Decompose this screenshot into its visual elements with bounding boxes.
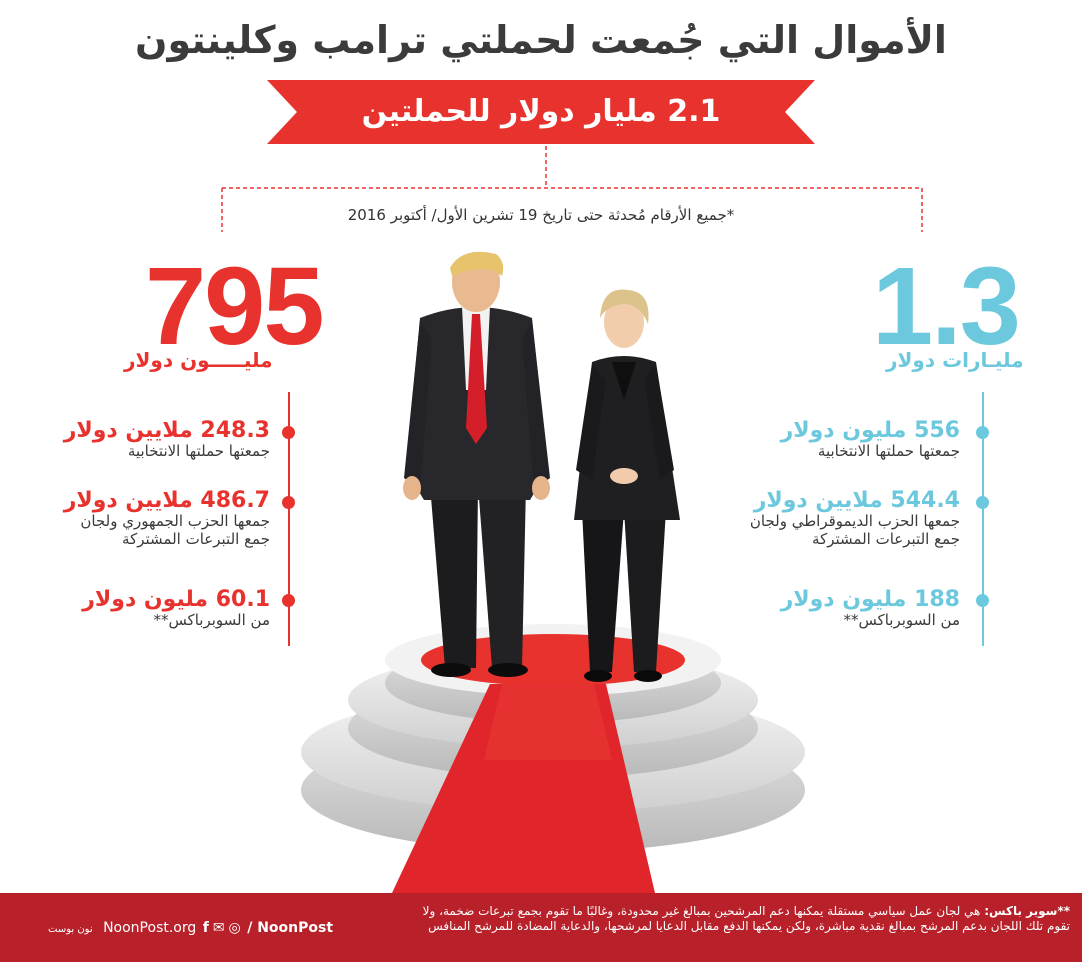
clinton-item-2-desc-1: جمعها الحزب الديموقراطي ولجان (749, 512, 960, 531)
banner-text: 2.1 مليار دولار للحملتين (361, 94, 721, 129)
clinton-total-unit: مليـارات دولار (886, 348, 1024, 372)
noonpost-logo: نون بوست (48, 924, 93, 935)
trump-bullet-1 (282, 426, 295, 439)
clinton-bullet-3 (976, 594, 989, 607)
clinton-item-1-amount: 556 مليون دولار (780, 418, 960, 443)
clinton-item-1: 556 مليون دولار جمعتها حملتها الانتخابية (690, 418, 960, 461)
trump-item-2-amount: 486.7 ملايين دولار (63, 488, 270, 513)
clinton-item-2-amount: 544.4 ملايين دولار (753, 488, 960, 513)
trump-item-3: 60.1 مليون دولار من السوبرباكس** (10, 587, 270, 630)
clinton-item-3-amount: 188 مليون دولار (780, 587, 960, 612)
footer-bar (0, 893, 1082, 962)
clinton-timeline (982, 392, 984, 646)
trump-total-unit: مليـــــون دولار (124, 348, 273, 372)
trump-timeline (288, 392, 290, 646)
trump-item-2-desc-2: جمع التبرعات المشتركة (122, 529, 270, 548)
page-title: الأموال التي جُمعت لحملتي ترامب وكلينتون (135, 18, 947, 62)
date-note: *جميع الأرقام مُحدثة حتى تاريخ 19 تشرين … (347, 206, 735, 224)
clinton-item-3-desc: من السوبرباكس** (843, 611, 960, 630)
trump-bullet-3 (282, 594, 295, 607)
trump-bullet-2 (282, 496, 295, 509)
facebook-icon[interactable]: f (202, 920, 209, 936)
clinton-item-3: 188 مليون دولار من السوبرباكس** (690, 587, 960, 630)
clinton-figure (574, 289, 680, 682)
instagram-icon[interactable]: ◎ (228, 920, 241, 936)
trump-total-amount: 795 (145, 245, 325, 368)
clinton-item-2-desc-2: جمع التبرعات المشتركة (812, 529, 960, 548)
website-link[interactable]: NoonPost.org (103, 920, 197, 936)
podium-illustration (301, 251, 805, 893)
banner-ribbon (267, 80, 815, 144)
clinton-total-amount: 1.3 (872, 245, 1021, 368)
clinton-item-2: 544.4 ملايين دولار جمعها الحزب الديموقرا… (690, 488, 960, 548)
dashed-connector (221, 146, 923, 232)
trump-item-2: 486.7 ملايين دولار جمعها الحزب الجمهوري … (10, 488, 270, 548)
total-banner: 2.1 مليار دولار للحملتين (267, 80, 815, 144)
twitter-icon[interactable]: ✉ (212, 920, 225, 936)
social-handle[interactable]: / NoonPost (247, 920, 334, 936)
trump-figure (403, 251, 550, 677)
trump-item-1: 248.3 ملايين دولار جمعتها حملتها الانتخا… (10, 418, 270, 461)
superpacs-footnote: **سوبر باكس: هي لجان عمل سياسي مستقلة يم… (420, 904, 1070, 934)
trump-item-3-desc: من السوبرباكس** (153, 611, 270, 630)
footnote-label: **سوبر باكس: (984, 904, 1070, 918)
trump-item-2-desc-1: جمعها الحزب الجمهوري ولجان (80, 512, 270, 531)
brand-block: نون بوست NoonPost.org f ✉ ◎ / NoonPost (48, 920, 333, 936)
clinton-item-1-desc: جمعتها حملتها الانتخابية (817, 442, 960, 461)
trump-item-3-amount: 60.1 مليون دولار (82, 587, 270, 612)
clinton-bullet-2 (976, 496, 989, 509)
footnote-text: هي لجان عمل سياسي مستقلة يمكنها دعم المر… (422, 904, 1070, 933)
trump-item-1-amount: 248.3 ملايين دولار (63, 418, 270, 443)
clinton-bullet-1 (976, 426, 989, 439)
trump-item-1-desc: جمعتها حملتها الانتخابية (127, 442, 270, 461)
